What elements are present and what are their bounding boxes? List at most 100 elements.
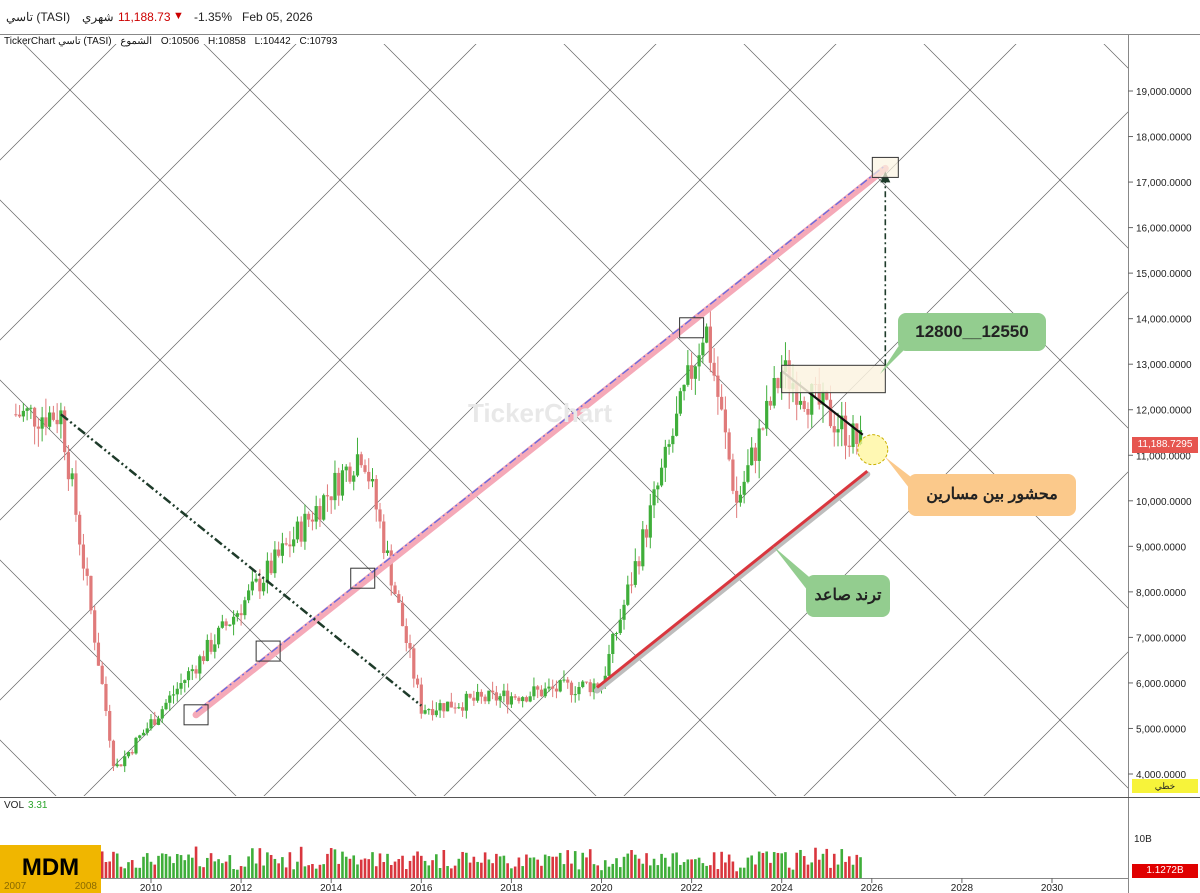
period-label[interactable]: شهري xyxy=(82,10,114,24)
volume-bar xyxy=(228,855,232,878)
candle-body xyxy=(307,513,311,520)
candle-body xyxy=(817,384,821,405)
volume-bar xyxy=(562,864,566,878)
candle-body xyxy=(141,732,146,736)
volume-bar xyxy=(487,859,491,878)
volume-bar xyxy=(172,863,175,878)
volume-bar xyxy=(690,859,693,878)
volume-bar xyxy=(168,856,172,878)
volume-bar xyxy=(731,861,735,878)
volume-bar xyxy=(588,849,592,878)
candle-body xyxy=(806,408,810,415)
candle-body xyxy=(442,703,446,712)
grid-diagonal-down xyxy=(743,44,1128,429)
volume-bar xyxy=(134,867,138,878)
uptrend-line xyxy=(596,470,869,689)
touch-box xyxy=(255,640,281,662)
volume-bar xyxy=(596,865,600,878)
symbol-name[interactable]: تاسي (TASI) xyxy=(6,10,71,24)
candle-body xyxy=(438,703,442,711)
brand-year: 2007 xyxy=(4,881,27,892)
volume-bar xyxy=(649,865,652,878)
price-tick-label: 10,000.0000 xyxy=(1136,497,1192,508)
candle-body xyxy=(487,690,491,702)
volume-bar xyxy=(802,856,806,878)
candle-body xyxy=(40,417,44,429)
price-axis-ticks: 19,000.0000 18,000.0000 17,000.0000 16,000.… xyxy=(1128,87,1192,781)
candle-body xyxy=(213,644,217,652)
volume-bar xyxy=(483,852,487,878)
volume-bar xyxy=(149,861,153,878)
volume-bar xyxy=(551,856,554,878)
volume-bar xyxy=(742,867,746,878)
volume-bar xyxy=(175,854,179,878)
volume-bar xyxy=(160,853,164,878)
grid-diagonal-down xyxy=(383,44,1128,789)
volume-bar xyxy=(765,851,768,878)
volume-bar xyxy=(288,852,292,878)
candle-body xyxy=(108,711,112,741)
channel-band xyxy=(192,164,889,719)
volume-bar xyxy=(450,868,453,878)
volume-bar xyxy=(776,852,780,878)
uptrend-shadow xyxy=(593,471,871,694)
candle-body xyxy=(239,613,243,616)
candle-body xyxy=(333,472,337,501)
candle-body xyxy=(164,702,168,710)
volume-bar xyxy=(735,871,738,878)
candle-body xyxy=(231,616,236,625)
volume-bar xyxy=(817,859,821,878)
candle-body xyxy=(705,326,709,343)
volume-bar xyxy=(329,848,333,878)
candle-body xyxy=(344,466,348,471)
scale-type-label[interactable]: خطي xyxy=(1132,779,1198,793)
candle-body xyxy=(25,408,29,411)
volume-bar xyxy=(652,858,656,878)
candle-body xyxy=(648,505,652,538)
grid-diagonal-up xyxy=(0,44,657,701)
candle-body xyxy=(611,633,615,654)
candle-body xyxy=(528,696,532,702)
squeeze-callout: محشور بين مسارين xyxy=(908,474,1076,516)
volume-bar xyxy=(716,869,720,878)
candle-body xyxy=(588,682,592,693)
candle-body xyxy=(772,378,776,406)
volume-bar xyxy=(682,862,686,878)
candle-body xyxy=(63,410,67,453)
candle-body xyxy=(81,544,86,569)
last-price: 11,188.73 xyxy=(118,10,171,24)
volume-bar xyxy=(423,860,427,878)
candle-body xyxy=(284,543,288,545)
candle-body xyxy=(716,375,720,397)
volume-bar xyxy=(104,862,108,878)
candle-body xyxy=(408,642,412,649)
candle-body xyxy=(138,735,142,738)
volume-bar xyxy=(292,869,295,878)
candle-body xyxy=(310,519,315,522)
volume-bar xyxy=(386,853,389,878)
volume-bar xyxy=(498,856,502,878)
candle-body xyxy=(303,513,307,542)
candle-body xyxy=(59,410,63,425)
volume-bar xyxy=(119,866,123,878)
time-tick-label: 2012 xyxy=(230,883,253,893)
volume-bar xyxy=(254,863,258,878)
volume-bar xyxy=(446,866,449,878)
volume-legend: VOL 3.31 xyxy=(4,800,47,811)
volume-bar xyxy=(251,848,254,878)
candle-body xyxy=(400,602,405,627)
candle-body xyxy=(524,697,529,702)
candle-body xyxy=(370,478,375,482)
candle-body xyxy=(363,465,367,472)
candle-body xyxy=(663,446,667,468)
volume-bar xyxy=(859,857,862,878)
candle-body xyxy=(78,514,82,545)
volume-bar xyxy=(581,852,585,878)
volume-bar xyxy=(701,863,705,878)
volume-bar xyxy=(510,868,513,878)
candle-body xyxy=(292,539,296,547)
candle-body xyxy=(753,447,758,461)
candle-body xyxy=(656,485,660,490)
